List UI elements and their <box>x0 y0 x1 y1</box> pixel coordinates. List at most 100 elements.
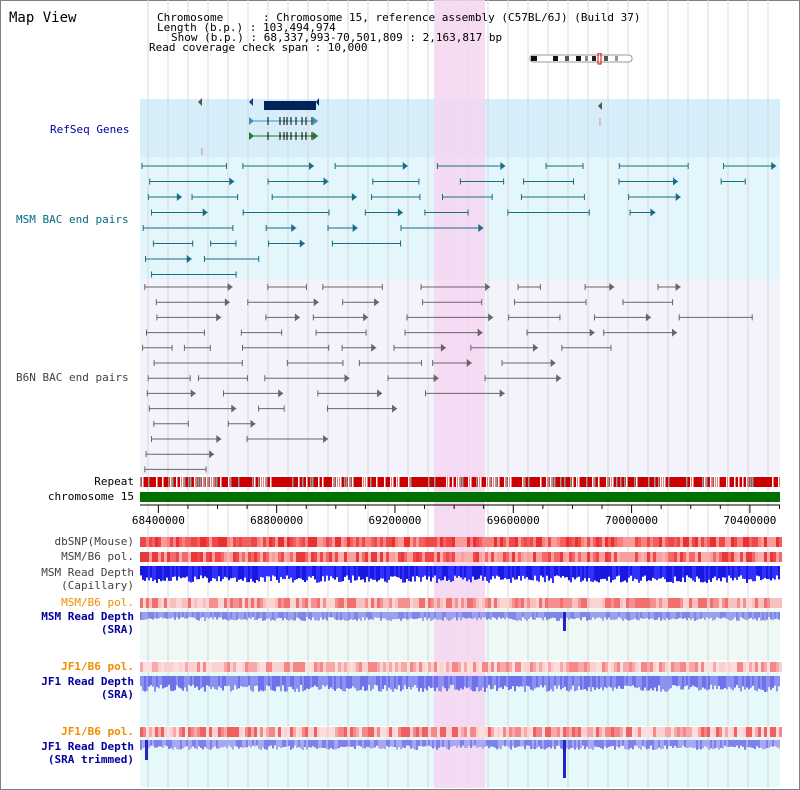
dbsnp-track-cell <box>278 537 281 547</box>
msm-depth-capillary-bar <box>164 566 166 581</box>
jf1-depth-trimmed-bar <box>704 740 706 747</box>
jf1-depth-sra-bar <box>748 676 750 690</box>
jf1-depth-sra-bar <box>626 676 628 686</box>
jf1-pol-track-cell <box>368 662 371 672</box>
msm-depth-sra-bar <box>770 612 772 620</box>
msm-depth-sra-bar <box>256 612 258 620</box>
jf1-depth-sra-bar <box>708 676 710 690</box>
jf1-depth-sra-bar <box>442 676 444 687</box>
jf1-pol-2-track-cell <box>632 727 635 737</box>
msm-pol-track-cell <box>299 552 302 562</box>
jf1-depth-trimmed-bar <box>650 740 652 746</box>
msm-pol-2-track-cell <box>494 598 497 608</box>
repeat-gap <box>654 477 656 487</box>
dbsnp-track-cell <box>233 537 236 547</box>
msm-depth-sra-bar <box>270 612 272 621</box>
msm-pol-track-cell <box>506 552 509 562</box>
jf1-depth-sra-bar <box>736 676 738 685</box>
msm-pol-track-cell <box>464 552 467 562</box>
repeat-gap <box>658 477 660 487</box>
msm-depth-sra-bar <box>712 612 714 621</box>
jf1-depth-trimmed-bar <box>358 740 360 746</box>
msm-depth-sra-bar <box>506 612 508 618</box>
jf1-pol-2-track-cell <box>479 727 482 737</box>
repeat-gap <box>252 477 254 487</box>
msm-pol-track-cell <box>344 552 347 562</box>
msm-pol-2-track-cell <box>179 598 182 608</box>
jf1-depth-sra-bar <box>386 676 388 691</box>
jf1-depth-sra-bar <box>184 676 186 688</box>
msm-depth-capillary-bar <box>406 566 408 579</box>
jf1-depth-trimmed-bar <box>414 740 416 750</box>
msm-pol-track-cell <box>578 552 581 562</box>
msm-pol-2-track-cell <box>452 598 455 608</box>
jf1-depth-sra-bar <box>358 676 360 691</box>
msm-depth-sra-bar <box>246 612 248 621</box>
msm-depth-sra-bar <box>682 612 684 619</box>
msm-pol-track-cell <box>746 552 749 562</box>
jf1-depth-trimmed-bar <box>632 740 634 750</box>
jf1-depth-trimmed-bar <box>718 740 720 750</box>
jf1-depth-sra-bar <box>188 676 190 685</box>
jf1-depth-sra-bar <box>268 676 270 687</box>
msm-depth-capillary-bar <box>490 566 492 580</box>
jf1-pol-2-track-cell <box>713 727 716 737</box>
msm-pol-track-cell <box>260 552 263 562</box>
msm-pol-2-track-cell <box>524 598 527 608</box>
msm-pol-2-track-cell <box>269 598 272 608</box>
jf1-depth-sra-bar <box>376 676 378 686</box>
msm-depth-sra-bar <box>336 612 338 621</box>
msm-depth-sra-bar <box>500 612 502 619</box>
msm-depth-capillary-bar <box>716 566 718 581</box>
msm-pol-track-cell <box>269 552 272 562</box>
jf1-pol-track-cell <box>281 662 284 672</box>
msm-depth-sra-bar <box>404 612 406 619</box>
msm-depth-capillary-bar <box>474 566 476 580</box>
jf1-depth-trimmed-bar <box>322 740 324 748</box>
jf1-depth-trimmed-bar <box>282 740 284 748</box>
msm-pol-track-cell <box>509 552 512 562</box>
msm-pol-2-track-cell <box>572 598 575 608</box>
msm-depth-capillary-bar <box>706 566 708 583</box>
msm-depth-capillary-bar <box>186 566 188 577</box>
jf1-pol-track-cell <box>752 662 755 672</box>
jf1-depth-trimmed-bar <box>304 740 306 748</box>
msm-depth-capillary-bar <box>316 566 318 583</box>
jf1-depth-trimmed-bar <box>642 740 644 746</box>
jf1-pol-track-cell <box>248 662 251 672</box>
jf1-depth-sra-bar <box>660 676 662 692</box>
msm-depth-capillary-bar <box>730 566 732 579</box>
jf1-depth-trimmed-bar <box>520 740 522 747</box>
repeat-gap <box>470 477 472 487</box>
msm-pol-track-cell <box>446 552 449 562</box>
jf1-pol-2-track-cell <box>161 727 164 737</box>
repeat-gap <box>726 477 728 487</box>
msm-depth-sra-bar <box>748 612 750 619</box>
msm-depth-capillary-bar <box>498 566 500 577</box>
msm-depth-capillary-bar <box>584 566 586 579</box>
jf1-depth-trimmed-bar <box>648 740 650 749</box>
jf1-pol-track-cell <box>479 662 482 672</box>
msm-depth-capillary-bar <box>378 566 380 581</box>
msm-depth-sra-bar <box>146 612 148 620</box>
jf1-depth-trimmed-bar <box>752 740 754 748</box>
msm-depth-sra-bar <box>290 612 292 620</box>
repeat-gap <box>390 477 392 487</box>
jf1-depth-trimmed-bar <box>360 740 362 747</box>
jf1-pol-2-track-cell <box>572 727 575 737</box>
jf1-depth-sra-bar <box>500 676 502 688</box>
repeat-gap <box>488 477 490 487</box>
jf1-pol-track-cell <box>626 662 629 672</box>
chromosome-ideogram[interactable] <box>529 53 635 65</box>
msm-bac-pair-arrow <box>771 162 777 170</box>
msm-depth-sra-bar <box>268 612 270 619</box>
dbsnp-track-cell <box>173 537 176 547</box>
msm-depth-capillary-bar <box>146 566 148 578</box>
msm-depth-capillary-bar <box>708 566 710 580</box>
msm-pol-2-track-cell <box>605 598 608 608</box>
jf1-depth-sra-bar <box>394 676 396 689</box>
jf1-depth-sra-bar <box>148 676 150 687</box>
msm-depth-sra-bar <box>434 612 436 619</box>
jf1-depth-sra-bar <box>198 676 200 691</box>
